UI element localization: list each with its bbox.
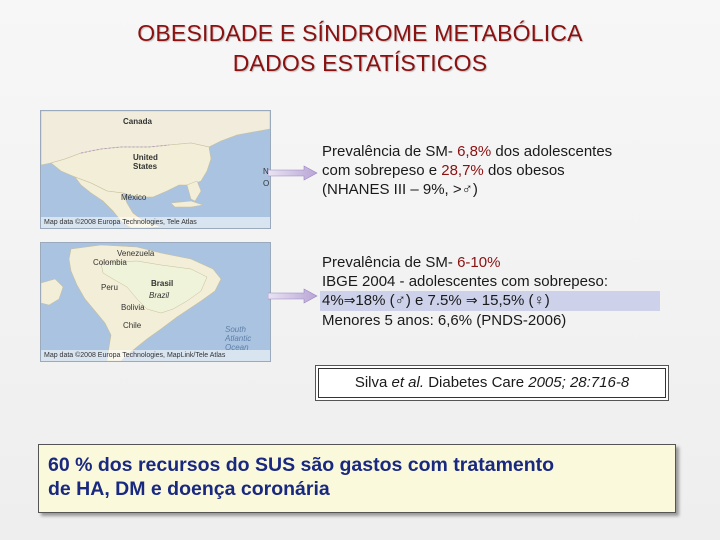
stats-line: com sobrepeso e 28,7% dos obesos [322, 161, 612, 180]
stats-line: (NHANES III – 9%, >♂) [322, 181, 478, 198]
citation-etal: et al. [391, 374, 425, 391]
map-label-united-states: United States [133, 153, 158, 171]
map-label-colombia: Colombia [93, 258, 127, 267]
text-fragment: 15,5% (♀) [477, 292, 550, 309]
text-fragment: Prevalência de SM- [322, 143, 458, 160]
highlight-value: 6,8% [457, 143, 492, 160]
highlight-value: 6-10% [457, 254, 501, 271]
text-fragment: 4% [322, 292, 344, 309]
text-fragment: com sobrepeso e [322, 162, 442, 179]
map-label-venezuela: Venezuela [117, 249, 155, 258]
map-label-mexico: México [121, 193, 147, 202]
callout-text: 60 % dos recursos do SUS são gastos com … [48, 453, 554, 501]
map-label-edge-n: N [263, 167, 269, 176]
map-label-brasil: Brasil [151, 279, 174, 288]
citation-author: Silva [354, 374, 392, 391]
stats-line: Prevalência de SM- 6,8% dos adolescentes [322, 142, 612, 161]
highlight-value: 28,7% [441, 162, 484, 179]
stats-line-highlighted: 4%⇒18% (♂) e 7.5% ⇒ 15,5% (♀) [320, 291, 660, 311]
map-label-chile: Chile [123, 321, 142, 330]
north-america-stats-text: Prevalência de SM- 6,8% dos adolescentes… [322, 142, 612, 199]
stats-line: IBGE 2004 - adolescentes com sobrepeso: [322, 273, 608, 290]
text-fragment: 18% (♂) e 7.5% [355, 292, 466, 309]
citation-box: Silva et al. Diabetes Care 2005; 28:716-… [318, 368, 666, 398]
map-label-bolivia: Bolivia [121, 303, 145, 312]
map-label-south-atlantic-ocean: South Atlantic Ocean [225, 325, 252, 352]
stats-line: Prevalência de SM- 6-10% [322, 253, 660, 272]
implies-arrow-icon: ⇒ [343, 293, 356, 309]
map-south-america: Venezuela Colombia Peru Brasil Brazil Bo… [40, 242, 271, 362]
slide-title-line1: OBESIDADE E SÍNDROME METABÓLICA [137, 20, 583, 46]
stats-line: Menores 5 anos: 6,6% (PNDS-2006) [322, 312, 567, 329]
map-credit-north: Map data ©2008 Europa Technologies, Tele… [41, 217, 270, 228]
north-america-map-graphic [41, 111, 270, 228]
implies-arrow-icon: ⇒ [465, 293, 478, 309]
south-america-map-graphic [41, 243, 270, 361]
brazil-stats-text: Prevalência de SM- 6-10% IBGE 2004 - ado… [320, 253, 660, 330]
text-fragment: dos adolescentes [491, 143, 613, 160]
slide-title-line2: DADOS ESTATÍSTICOS [232, 50, 488, 76]
text-fragment: dos obesos [483, 162, 565, 179]
callout-line: 60 % dos recursos do SUS são gastos com … [48, 454, 555, 476]
right-arrow-icon [268, 165, 318, 181]
callout-line: de HA, DM e doença coronária [48, 478, 330, 500]
map-north-america: Canada United States México N O Map data… [40, 110, 271, 229]
text-fragment: Prevalência de SM- [322, 254, 458, 271]
map-label-peru: Peru [101, 283, 118, 292]
map-label-canada: Canada [123, 117, 152, 126]
map-label-brazil: Brazil [149, 291, 170, 300]
map-label-edge-o: O [263, 179, 270, 188]
citation-reference: 2005; 28:716-8 [528, 374, 630, 391]
map-credit-south: Map data ©2008 Europa Technologies, MapL… [41, 350, 270, 361]
callout-box: 60 % dos recursos do SUS são gastos com … [38, 444, 676, 513]
right-arrow-icon [268, 288, 318, 304]
citation-journal: Diabetes Care [424, 374, 529, 391]
